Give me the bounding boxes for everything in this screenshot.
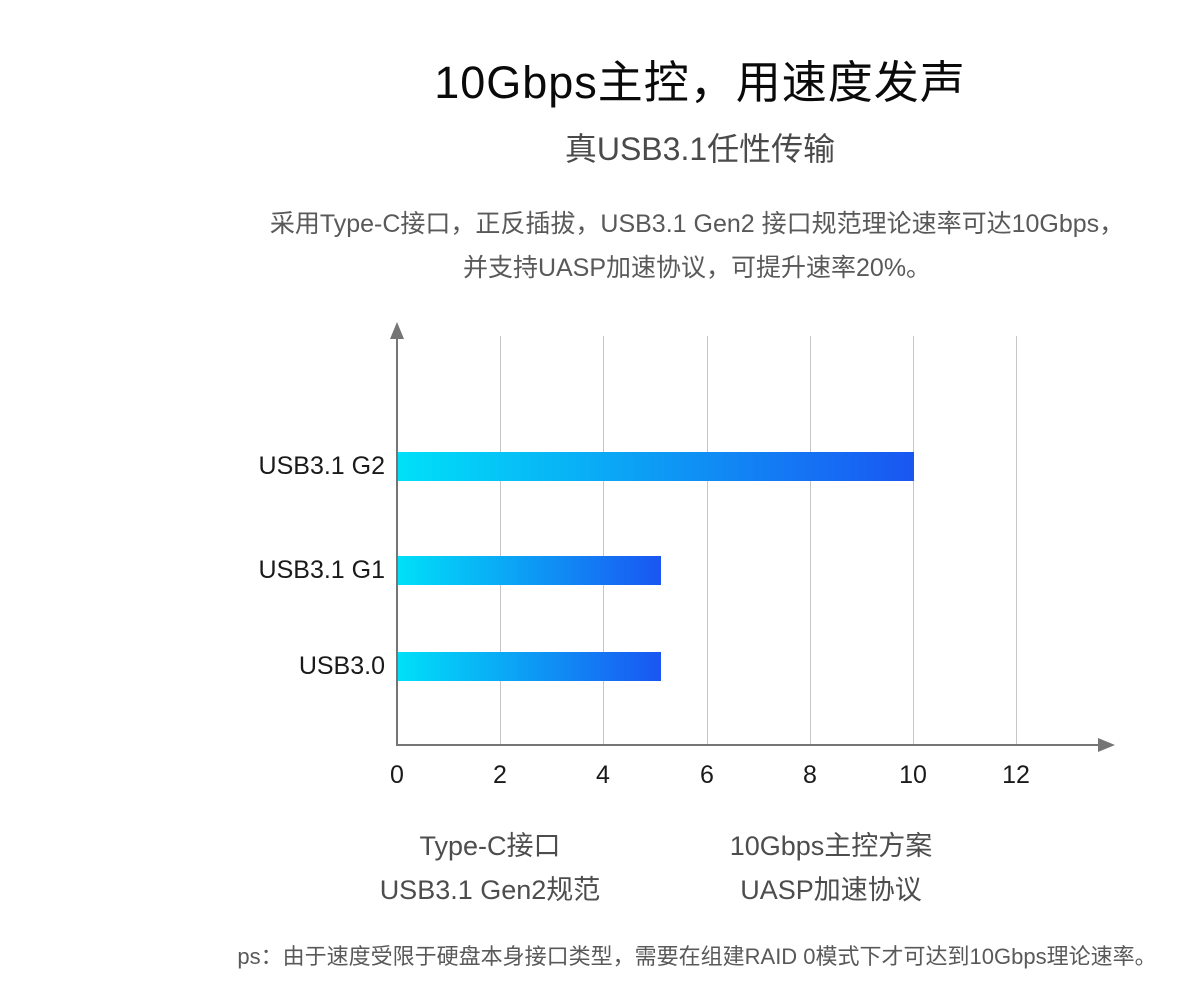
bar-label-usb3-1-g1: USB3.1 G1 bbox=[258, 556, 385, 584]
y-axis-line bbox=[396, 332, 398, 745]
gridline-x-8 bbox=[810, 336, 811, 745]
gridline-x-6 bbox=[707, 336, 708, 745]
x-tick-label-6: 6 bbox=[700, 761, 714, 789]
page-title: 10Gbps主控，用速度发声 bbox=[434, 57, 966, 108]
x-axis-line bbox=[396, 744, 1106, 746]
caption-right-column: 10Gbps主控方案 UASP加速协议 bbox=[631, 824, 1031, 912]
caption-left-line-1: Type-C接口 bbox=[419, 831, 561, 861]
x-tick-label-10: 10 bbox=[899, 761, 927, 789]
x-tick-label-8: 8 bbox=[803, 761, 817, 789]
description-line-2: 并支持UASP加速协议，可提升速率20%。 bbox=[462, 254, 932, 282]
y-axis-arrow-icon bbox=[390, 322, 404, 339]
bar-label-usb3-1-g2: USB3.1 G2 bbox=[258, 452, 385, 480]
page-subtitle: 真USB3.1任性传输 bbox=[564, 131, 836, 167]
caption-right-line-2: UASP加速协议 bbox=[740, 875, 922, 905]
caption-left-column: Type-C接口 USB3.1 Gen2规范 bbox=[290, 824, 690, 912]
caption-right-line-1: 10Gbps主控方案 bbox=[729, 831, 933, 861]
x-tick-label-12: 12 bbox=[1002, 761, 1030, 789]
bar-usb3-0 bbox=[398, 652, 661, 681]
caption-left-line-2: USB3.1 Gen2规范 bbox=[379, 875, 601, 905]
gridline-x-12 bbox=[1016, 336, 1017, 745]
x-tick-label-0: 0 bbox=[390, 761, 404, 789]
gridline-x-10 bbox=[913, 336, 914, 745]
page-description: 采用Type-C接口，正反插拔，USB3.1 Gen2 接口规范理论速率可达10… bbox=[197, 202, 1197, 290]
bar-label-usb3-0: USB3.0 bbox=[298, 652, 385, 680]
x-tick-label-2: 2 bbox=[493, 761, 507, 789]
ps-footnote: ps：由于速度受限于硬盘本身接口类型，需要在组建RAID 0模式下才可达到10G… bbox=[237, 944, 1157, 969]
x-axis-arrow-icon bbox=[1098, 738, 1115, 752]
bar-usb3-1-g2 bbox=[398, 452, 914, 481]
description-line-1: 采用Type-C接口，正反插拔，USB3.1 Gen2 接口规范理论速率可达10… bbox=[269, 210, 1125, 238]
gridline-x-2 bbox=[500, 336, 501, 745]
gridline-x-4 bbox=[603, 336, 604, 745]
x-tick-label-4: 4 bbox=[596, 761, 610, 789]
bar-usb3-1-g1 bbox=[398, 556, 661, 585]
